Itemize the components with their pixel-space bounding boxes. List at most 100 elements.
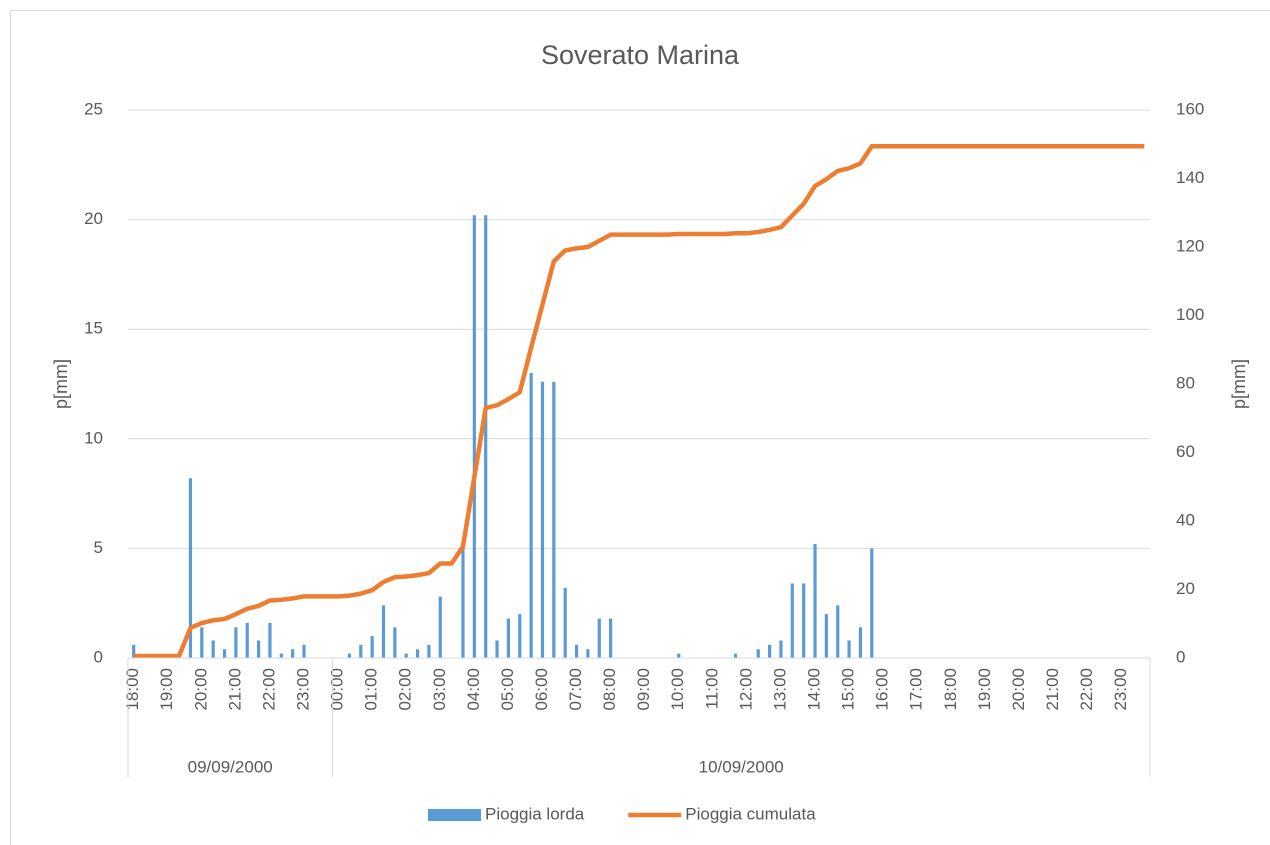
bar <box>438 596 442 658</box>
x-tick-label: 04:00 <box>464 668 483 711</box>
x-tick-label: 20:00 <box>1009 668 1028 711</box>
y-axis-title: p[mm] <box>51 359 71 409</box>
bar <box>279 653 283 658</box>
x-tick-label: 12:00 <box>736 668 755 711</box>
x-tick-label: 01:00 <box>362 668 381 711</box>
bar <box>609 618 613 658</box>
bar <box>586 649 590 658</box>
bar <box>404 653 408 658</box>
bar <box>870 548 874 658</box>
bar <box>529 373 533 658</box>
y-tick-label: 15 <box>84 319 103 338</box>
x-tick-label: 21:00 <box>225 668 244 711</box>
bar <box>132 644 136 658</box>
bar <box>234 627 238 658</box>
bar <box>858 627 863 658</box>
bar <box>790 583 794 658</box>
x-tick-label: 11:00 <box>702 668 721 709</box>
bar <box>381 605 386 658</box>
bar <box>574 644 579 658</box>
bar <box>200 627 204 658</box>
y-tick-label: 20 <box>84 209 103 228</box>
bar <box>427 644 431 658</box>
bar <box>677 653 681 658</box>
x-tick-label: 10:00 <box>668 668 687 711</box>
bar <box>495 640 499 658</box>
bar <box>415 649 420 658</box>
x-tick-label: 23:00 <box>1111 668 1130 711</box>
bar <box>824 614 828 658</box>
x-tick-label: 19:00 <box>975 668 994 711</box>
y-tick-label: 25 <box>84 99 103 118</box>
x-tick-label: 07:00 <box>566 668 585 711</box>
bar <box>767 644 772 658</box>
bar <box>847 640 851 658</box>
x-tick-label: 13:00 <box>770 668 789 711</box>
y2-tick-label: 100 <box>1176 305 1204 324</box>
bar <box>552 381 556 658</box>
bar <box>472 215 476 658</box>
bar <box>779 640 783 658</box>
bar <box>347 653 352 658</box>
legend-label: Pioggia cumulata <box>685 804 816 823</box>
bar <box>245 622 249 658</box>
bar <box>563 587 567 658</box>
x-tick-label: 23:00 <box>293 668 312 711</box>
y-tick-label: 0 <box>94 647 103 666</box>
x-tick-label: 21:00 <box>1043 668 1062 711</box>
bar <box>813 544 817 658</box>
bar <box>756 649 760 658</box>
y2-axis-title: p[mm] <box>1229 359 1249 409</box>
legend-label: Pioggia lorda <box>485 804 585 823</box>
x-tick-label: 05:00 <box>498 668 517 711</box>
bar <box>291 649 295 658</box>
bar <box>506 618 511 658</box>
y2-tick-label: 60 <box>1176 442 1195 461</box>
x-tick-label: 20:00 <box>191 668 210 711</box>
x-tick-label: 18:00 <box>123 668 142 711</box>
group-label: 10/09/2000 <box>699 757 784 776</box>
x-tick-label: 22:00 <box>1077 668 1096 711</box>
bar <box>302 644 306 658</box>
line <box>133 144 1145 659</box>
x-tick-label: 19:00 <box>157 668 176 711</box>
bar <box>256 640 261 658</box>
y2-tick-label: 160 <box>1176 99 1204 118</box>
bar <box>211 640 215 658</box>
bar <box>461 548 465 658</box>
legend-swatch <box>428 809 481 821</box>
x-tick-label: 09:00 <box>634 668 653 711</box>
y2-tick-label: 120 <box>1176 236 1204 255</box>
bar <box>188 478 193 658</box>
x-tick-label: 14:00 <box>804 668 823 711</box>
y2-tick-label: 80 <box>1176 373 1195 392</box>
x-tick-label: 16:00 <box>873 668 892 711</box>
bar <box>222 649 227 658</box>
x-tick-label: 15:00 <box>839 668 858 711</box>
bar <box>836 605 840 658</box>
bar <box>393 627 397 658</box>
bar <box>484 215 488 658</box>
bar <box>733 653 738 658</box>
y2-tick-label: 140 <box>1176 168 1204 187</box>
y-tick-label: 5 <box>94 538 103 557</box>
chart-border <box>10 10 1270 845</box>
x-tick-label: 03:00 <box>430 668 449 711</box>
bar <box>268 622 272 658</box>
x-tick-label: 06:00 <box>532 668 551 711</box>
x-tick-label: 18:00 <box>941 668 960 711</box>
group-label: 09/09/2000 <box>188 757 273 776</box>
y2-tick-label: 40 <box>1176 510 1195 529</box>
y-tick-label: 10 <box>84 428 103 447</box>
x-tick-label: 02:00 <box>396 668 415 711</box>
bar <box>802 583 806 658</box>
x-tick-label: 22:00 <box>259 668 278 711</box>
bar <box>597 618 601 658</box>
x-tick-label: 17:00 <box>907 668 926 711</box>
bar <box>370 636 374 658</box>
y2-tick-label: 20 <box>1176 579 1195 598</box>
x-tick-label: 00:00 <box>328 668 347 711</box>
bar <box>359 644 363 658</box>
x-tick-label: 08:00 <box>600 668 619 711</box>
